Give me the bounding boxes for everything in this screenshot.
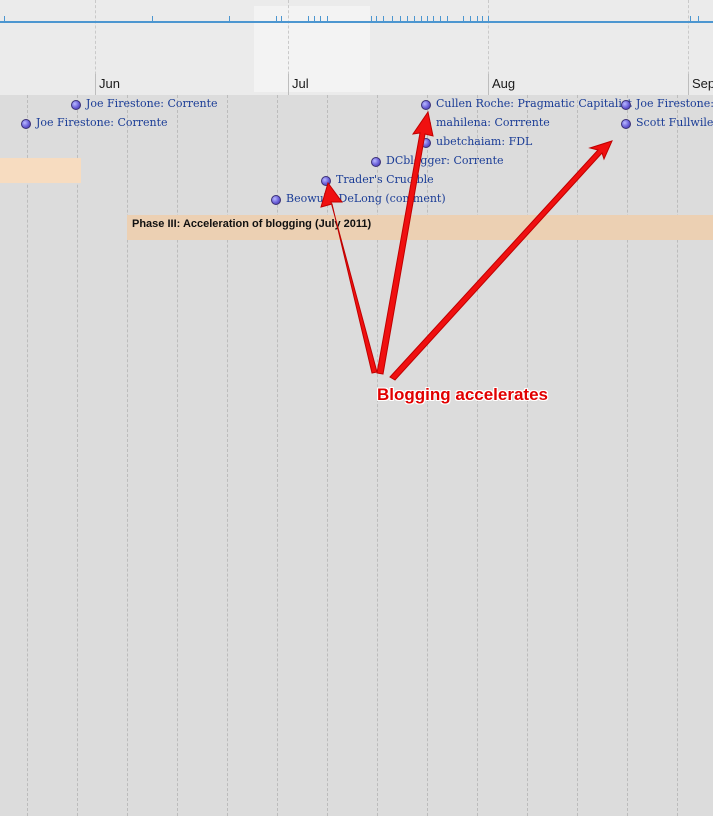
day-gridline <box>177 95 178 816</box>
day-gridline <box>227 95 228 816</box>
overview-tick <box>482 16 483 22</box>
overview-tick <box>414 16 415 22</box>
month-label-jun: Jun <box>99 76 120 91</box>
overview-tick <box>4 16 5 22</box>
event-label[interactable]: mahilena: Corrrente <box>436 116 550 129</box>
month-divider <box>288 74 289 95</box>
overview-tick <box>488 16 489 22</box>
month-divider <box>488 74 489 95</box>
event-dot-icon[interactable] <box>421 119 431 129</box>
event-dot-icon[interactable] <box>321 176 331 186</box>
event-dot-icon[interactable] <box>271 195 281 205</box>
day-gridline <box>127 95 128 816</box>
overview-tick <box>276 16 277 22</box>
overview-tick <box>308 16 309 22</box>
event-label[interactable]: Joe Firestone: Corrente <box>86 97 218 110</box>
overview-rule <box>0 21 713 23</box>
day-gridline <box>427 95 428 816</box>
day-gridline <box>577 95 578 816</box>
overview-tick <box>281 16 282 22</box>
overview-tick <box>327 16 328 22</box>
overview-tick <box>229 16 230 22</box>
event-label[interactable]: Cullen Roche: Pragmatic Capitalist <box>436 97 632 110</box>
overview-tick <box>383 16 384 22</box>
overview-tick <box>690 16 691 22</box>
overview-gridline <box>488 0 489 95</box>
annotation-text: Blogging accelerates <box>377 385 549 404</box>
day-gridline <box>527 95 528 816</box>
overview-tick <box>447 16 448 22</box>
overview-tick <box>152 16 153 22</box>
event-label[interactable]: Scott Fullwiler: <box>636 116 713 129</box>
overview-tick <box>421 16 422 22</box>
event-label[interactable]: DCblogger: Corrente <box>386 154 504 167</box>
event-dot-icon[interactable] <box>21 119 31 129</box>
event-label[interactable]: Trader's Crucible <box>336 173 434 186</box>
overview-tick <box>427 16 428 22</box>
day-gridline <box>277 95 278 816</box>
month-divider <box>688 74 689 95</box>
event-label[interactable]: Joe Firestone: C <box>636 97 713 110</box>
event-dot-icon[interactable] <box>71 100 81 110</box>
overview-tick <box>698 16 699 22</box>
overview-visible-range[interactable] <box>254 6 370 92</box>
overview-tick <box>400 16 401 22</box>
day-gridline <box>627 95 628 816</box>
event-label[interactable]: Beowulf: DeLong (comment) <box>286 192 446 205</box>
event-dot-icon[interactable] <box>621 100 631 110</box>
overview-band[interactable]: Jun Jul Aug Sep <box>0 0 713 95</box>
overview-tick <box>407 16 408 22</box>
event-dot-icon[interactable] <box>421 138 431 148</box>
month-divider <box>95 74 96 95</box>
month-label-jul: Jul <box>292 76 309 91</box>
phase-iii-label: Phase III: Acceleration of blogging (Jul… <box>132 218 372 230</box>
event-dot-icon[interactable] <box>621 119 631 129</box>
day-gridline <box>677 95 678 816</box>
event-label[interactable]: ubetchaiam: FDL <box>436 135 533 148</box>
day-gridline <box>77 95 78 816</box>
previous-phase-band[interactable] <box>0 158 81 183</box>
day-gridline <box>477 95 478 816</box>
overview-gridline <box>288 0 289 95</box>
month-label-sep: Sep <box>692 76 713 91</box>
day-gridline <box>377 95 378 816</box>
overview-tick <box>433 16 434 22</box>
event-label[interactable]: Joe Firestone: Corrente <box>36 116 168 129</box>
overview-tick <box>440 16 441 22</box>
day-gridline <box>27 95 28 816</box>
overview-gridline <box>95 0 96 95</box>
overview-tick <box>470 16 471 22</box>
timeline-main-band[interactable]: Phase III: Acceleration of blogging (Jul… <box>0 95 713 816</box>
overview-tick <box>320 16 321 22</box>
overview-tick <box>371 16 372 22</box>
overview-tick <box>314 16 315 22</box>
month-label-aug: Aug <box>492 76 516 91</box>
overview-tick <box>376 16 377 22</box>
overview-gridline <box>688 0 689 95</box>
event-dot-icon[interactable] <box>421 100 431 110</box>
day-gridline <box>327 95 328 816</box>
event-dot-icon[interactable] <box>371 157 381 167</box>
overview-tick <box>463 16 464 22</box>
overview-tick <box>477 16 478 22</box>
overview-tick <box>392 16 393 22</box>
